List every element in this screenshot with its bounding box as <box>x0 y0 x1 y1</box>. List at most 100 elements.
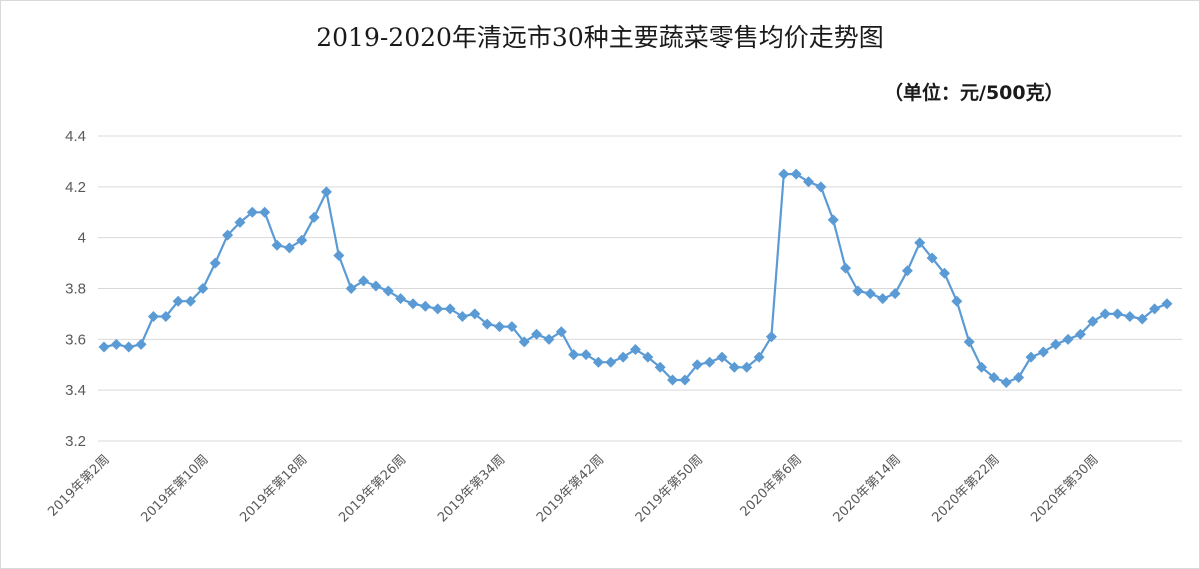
data-point <box>629 344 641 355</box>
data-point <box>135 338 147 350</box>
data-point <box>1025 351 1037 363</box>
data-point <box>160 310 172 322</box>
x-tick-label: 2019年第18周 <box>237 452 310 525</box>
data-point <box>1050 338 1062 350</box>
gridlines <box>98 135 1182 442</box>
data-point <box>469 308 481 320</box>
data-point <box>728 361 740 373</box>
data-point <box>222 229 234 241</box>
x-tick-label: 2019年第10周 <box>138 452 211 525</box>
data-point <box>827 214 839 226</box>
data-point <box>963 336 975 348</box>
data-point <box>840 262 852 274</box>
y-axis-ticks: 3.2 3.4 3.6 3.8 4 4.2 4.4 <box>65 128 86 450</box>
data-point <box>296 234 308 246</box>
data-point <box>976 361 988 373</box>
data-point <box>395 293 407 305</box>
data-point <box>667 374 679 386</box>
data-point <box>333 249 345 261</box>
data-point <box>494 321 506 333</box>
data-point <box>617 351 629 363</box>
data-point <box>1074 328 1086 340</box>
data-point <box>147 310 159 322</box>
x-tick-label: 2019年第26周 <box>336 452 409 525</box>
data-point <box>271 239 283 251</box>
data-point <box>432 303 444 315</box>
data-point <box>1136 313 1148 325</box>
y-tick-label: 4 <box>78 230 86 247</box>
data-point <box>1161 298 1173 310</box>
x-tick-label: 2020年第22周 <box>929 452 1002 525</box>
data-point <box>753 351 765 363</box>
data-point <box>877 293 889 305</box>
series-points <box>98 168 1173 389</box>
x-axis-ticks: 2019年第2周 2019年第10周 2019年第18周 2019年第26周 2019年… <box>45 452 1101 525</box>
data-point <box>592 356 604 368</box>
data-point <box>691 359 703 371</box>
data-point <box>506 321 518 333</box>
data-point <box>790 168 802 180</box>
data-point <box>370 280 382 292</box>
data-point <box>741 361 753 373</box>
data-point <box>531 328 543 340</box>
y-tick-label: 4.4 <box>65 128 86 145</box>
data-point <box>308 211 320 223</box>
data-point <box>1062 333 1074 345</box>
y-tick-label: 3.4 <box>65 382 86 399</box>
data-point <box>1112 308 1124 320</box>
data-point <box>951 295 963 307</box>
data-point <box>123 341 135 353</box>
data-point <box>765 331 777 343</box>
data-point <box>580 349 592 361</box>
data-point <box>1149 303 1161 315</box>
data-point <box>654 361 666 373</box>
data-point <box>246 206 258 218</box>
data-point <box>98 341 110 353</box>
data-point <box>1124 310 1136 322</box>
data-point <box>889 288 901 300</box>
data-point <box>778 168 790 180</box>
y-tick-label: 3.2 <box>65 433 86 450</box>
data-point <box>481 318 493 330</box>
data-point <box>209 257 221 269</box>
data-point <box>345 283 357 294</box>
x-tick-label: 2019年第42周 <box>534 452 607 525</box>
x-tick-label: 2019年第2周 <box>45 452 112 519</box>
data-point <box>1037 346 1049 358</box>
data-point <box>358 275 370 287</box>
x-tick-label: 2019年第50周 <box>633 452 706 525</box>
data-point <box>926 252 938 264</box>
data-point <box>914 237 926 249</box>
chart-title: 2019-2020年清远市30种主要蔬菜零售均价走势图 <box>316 23 884 52</box>
data-point <box>197 283 209 294</box>
data-point <box>605 356 617 368</box>
data-point <box>259 206 271 218</box>
x-tick-label: 2020年第6周 <box>738 452 805 519</box>
data-point <box>110 338 122 350</box>
y-tick-label: 4.2 <box>65 179 86 196</box>
x-tick-label: 2020年第30周 <box>1028 452 1101 525</box>
data-point <box>852 285 864 297</box>
data-point <box>555 326 567 338</box>
data-point <box>679 374 691 386</box>
data-point <box>419 300 431 312</box>
x-tick-label: 2020年第14周 <box>831 452 904 525</box>
y-tick-label: 3.6 <box>65 331 86 348</box>
data-point <box>543 333 555 345</box>
data-point <box>568 349 580 361</box>
data-point <box>642 351 654 363</box>
y-tick-label: 3.8 <box>65 281 86 298</box>
data-point <box>320 186 332 198</box>
data-point <box>815 181 827 193</box>
data-point <box>283 242 295 254</box>
data-point <box>704 356 716 368</box>
data-point <box>407 298 419 310</box>
data-point <box>234 216 246 228</box>
data-point <box>1099 308 1111 320</box>
data-point <box>172 295 184 307</box>
data-point <box>456 310 468 322</box>
data-point <box>518 336 530 348</box>
data-point <box>1087 316 1099 328</box>
x-tick-label: 2019年第34周 <box>435 452 508 525</box>
data-point <box>803 176 815 188</box>
